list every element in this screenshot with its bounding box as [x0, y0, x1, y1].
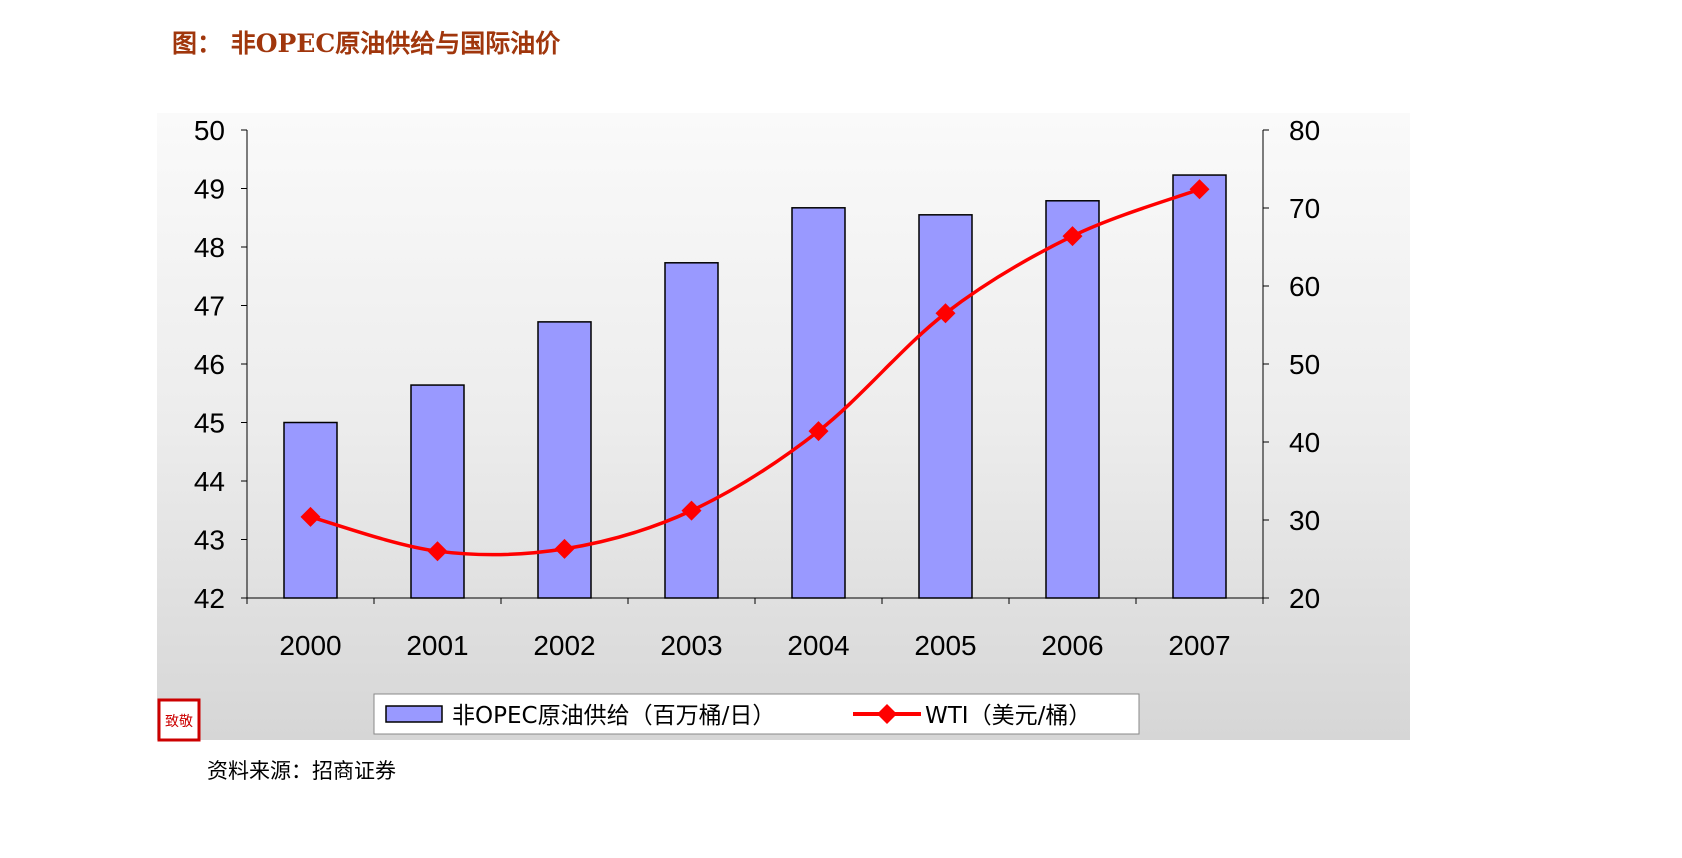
right-tick-label: 40 — [1289, 427, 1320, 458]
source-note: 资料来源：招商证券 — [207, 759, 396, 783]
left-tick-label: 44 — [194, 466, 225, 497]
legend — [373, 693, 1140, 735]
left-tick-label: 48 — [194, 232, 225, 263]
right-tick-label: 50 — [1289, 349, 1320, 380]
x-tick-label: 2005 — [914, 630, 976, 661]
right-tick-label: 80 — [1289, 115, 1320, 146]
right-tick-label: 60 — [1289, 271, 1320, 302]
bar-2004 — [791, 207, 846, 599]
wti-marker-2005 — [935, 303, 956, 324]
right-tick-label: 20 — [1289, 583, 1320, 614]
stamp-logo-text: 致敬 — [165, 713, 193, 729]
bar-2007 — [1172, 174, 1227, 599]
left-tick-label: 42 — [194, 583, 225, 614]
left-tick-label: 45 — [194, 408, 225, 439]
right-tick-label: 70 — [1289, 193, 1320, 224]
legend-bar-swatch — [385, 705, 443, 723]
x-tick-label: 2004 — [787, 630, 849, 661]
bar-2005 — [918, 214, 973, 599]
wti-marker-2007 — [1189, 179, 1210, 200]
left-tick-label: 49 — [194, 174, 225, 205]
x-tick-label: 2002 — [533, 630, 595, 661]
x-tick-label: 2001 — [406, 630, 468, 661]
wti-line — [310, 187, 1201, 557]
wti-marker-2003 — [681, 500, 702, 521]
wti-marker-2002 — [554, 538, 575, 559]
left-tick-label: 43 — [194, 525, 225, 556]
wti-marker-2006 — [1062, 226, 1083, 247]
legend-label-wti: WTI（美元/桶） — [925, 703, 1091, 729]
left-tick-label: 46 — [194, 349, 225, 380]
x-tick-label: 2007 — [1168, 630, 1230, 661]
bar-2006 — [1045, 200, 1100, 599]
wti-marker-2000 — [300, 506, 321, 527]
x-tick-label: 2003 — [660, 630, 722, 661]
bar-2003 — [664, 262, 719, 599]
x-tick-label: 2006 — [1041, 630, 1103, 661]
chart-title: 图： 非OPEC原油供给与国际油价 — [172, 29, 561, 58]
x-tick-label: 2000 — [279, 630, 341, 661]
left-tick-label: 50 — [194, 115, 225, 146]
legend-diamond-icon — [877, 704, 897, 724]
wti-marker-2001 — [427, 541, 448, 562]
left-tick-label: 47 — [194, 291, 225, 322]
stamp-logo — [157, 698, 201, 742]
bar-2001 — [410, 384, 465, 599]
legend-label-supply: 非OPEC原油供给（百万桶/日） — [452, 703, 775, 729]
right-tick-label: 30 — [1289, 505, 1320, 536]
wti-marker-2004 — [808, 421, 829, 442]
